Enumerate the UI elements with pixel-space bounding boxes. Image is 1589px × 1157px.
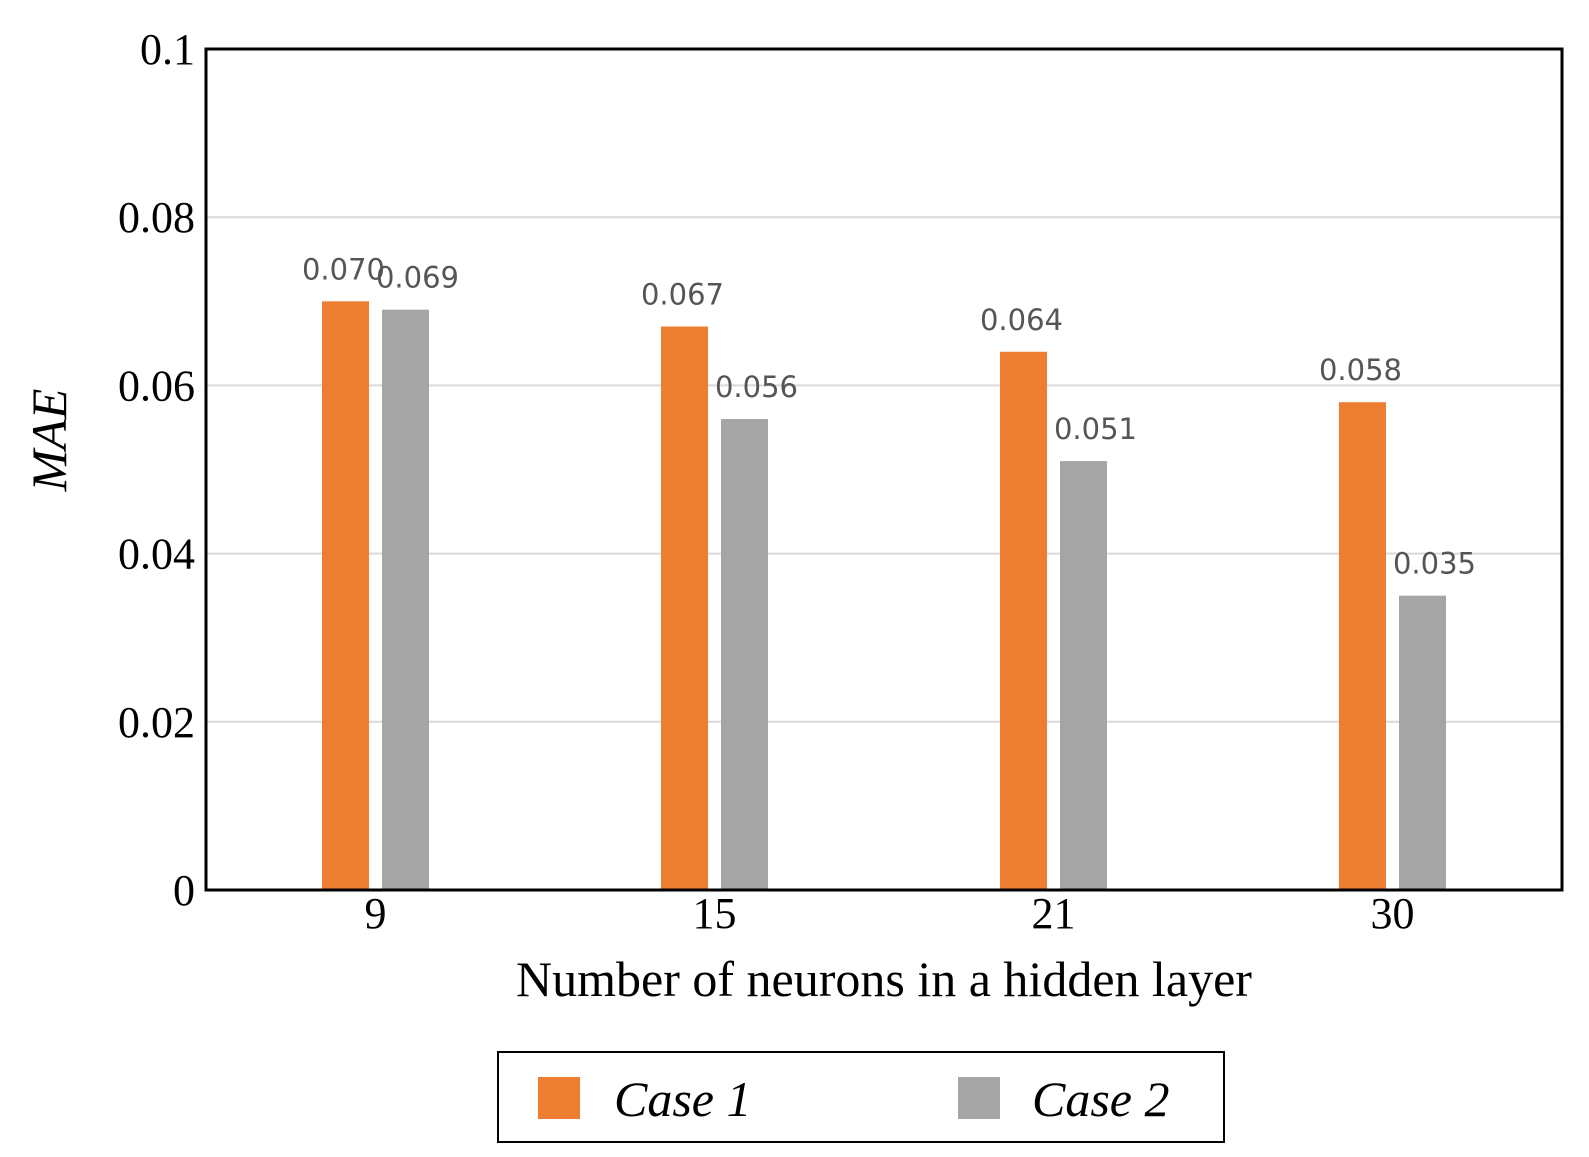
data-label: 0.064 [980, 303, 1063, 337]
y-tick-label: 0.1 [140, 25, 195, 74]
y-axis-title: MAE [21, 389, 77, 493]
bar-case-2-21 [1060, 461, 1107, 890]
bar-case-1-21 [1000, 351, 1047, 890]
bars [322, 301, 1446, 891]
x-tick-label: 30 [1371, 889, 1415, 938]
legend-label-case-2: Case 2 [1032, 1071, 1170, 1127]
bar-case-1-15 [661, 326, 708, 890]
bar-case-2-9 [382, 309, 429, 891]
x-axis-title: Number of neurons in a hidden layer [516, 951, 1252, 1007]
data-label: 0.069 [376, 261, 459, 295]
data-label: 0.035 [1393, 547, 1476, 581]
data-label: 0.056 [715, 370, 798, 404]
bar-case-1-9 [322, 301, 369, 890]
y-tick-label: 0.08 [118, 193, 195, 242]
legend-swatch-case-1 [538, 1077, 580, 1119]
y-axis-ticks: 0 0.02 0.04 0.06 0.08 0.1 [118, 25, 195, 915]
x-axis-ticks: 9 15 21 30 [365, 889, 1415, 938]
x-tick-label: 15 [693, 889, 737, 938]
y-tick-label: 0.06 [118, 361, 195, 410]
data-label: 0.067 [641, 278, 724, 312]
legend-label-case-1: Case 1 [614, 1071, 752, 1127]
bar-case-2-15 [721, 419, 768, 890]
data-label: 0.070 [302, 252, 385, 286]
legend-box [497, 1051, 1225, 1143]
data-label: 0.058 [1319, 353, 1402, 387]
legend: Case 1 Case 2 [497, 1051, 1225, 1143]
legend-swatch-case-2 [958, 1077, 1000, 1119]
x-tick-label: 9 [365, 889, 387, 938]
y-tick-label: 0 [173, 866, 195, 915]
bar-case-2-30 [1399, 595, 1446, 890]
plot-frame [204, 47, 1564, 892]
y-tick-label: 0.04 [118, 530, 195, 579]
y-tick-label: 0.02 [118, 698, 195, 747]
gridlines [206, 216, 1562, 723]
bar-case-1-30 [1339, 402, 1386, 890]
data-label: 0.051 [1054, 412, 1137, 446]
x-tick-label: 21 [1032, 889, 1076, 938]
